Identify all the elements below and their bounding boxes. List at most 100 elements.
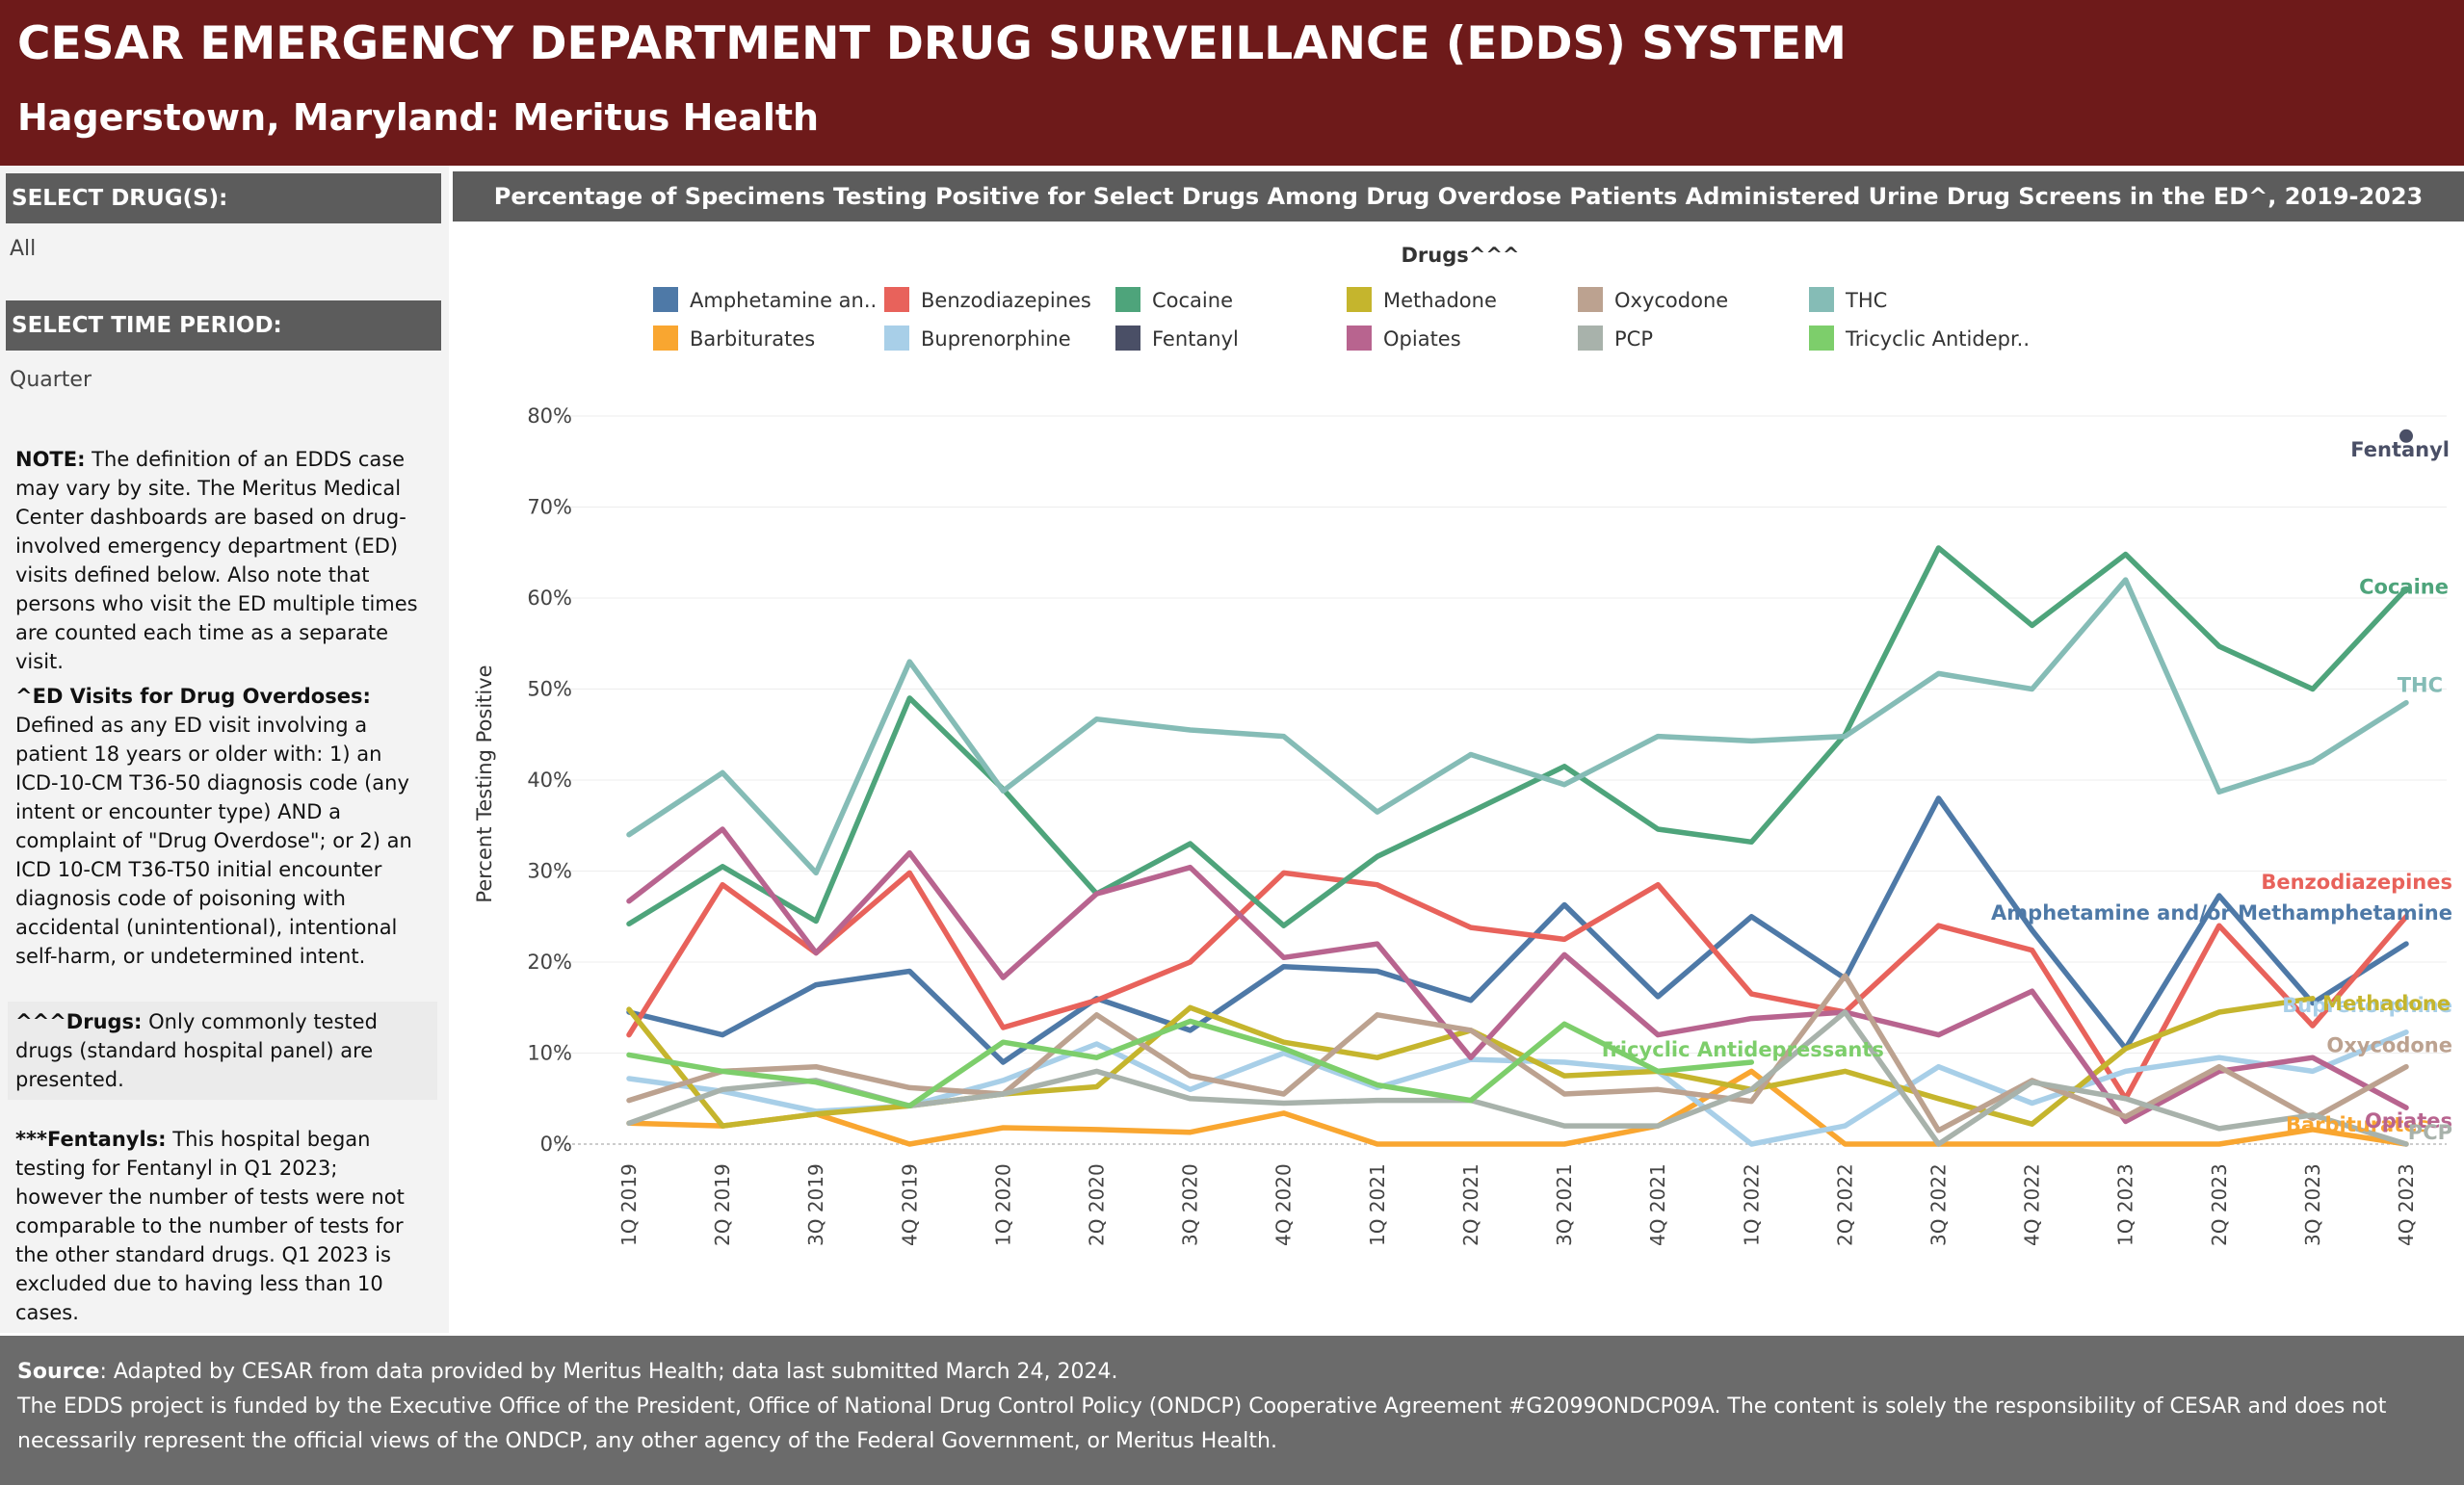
series-line	[626, 795, 2409, 1065]
series-end-label: PCP	[2408, 1121, 2452, 1144]
series-line	[626, 577, 2409, 876]
x-tick-label: 3Q 2019	[804, 1163, 827, 1246]
legend-item[interactable]: Benzodiazepines	[884, 287, 1091, 312]
x-tick-label: 3Q 2022	[1927, 1163, 1950, 1246]
line-chart: Drugs^^^ Amphetamine an.. Barbiturates Ben…	[473, 244, 2452, 1246]
legend-item[interactable]: THC	[1809, 287, 1887, 312]
note-ed-visits-label: ^ED Visits for Drug Overdoses:	[15, 685, 371, 708]
legend-label: THC	[1845, 289, 1887, 312]
legend-swatch	[1578, 326, 1603, 351]
series-end-label: Cocaine	[2359, 576, 2449, 599]
x-tick-label: 4Q 2022	[2021, 1163, 2044, 1246]
legend-item[interactable]: Methadone	[1347, 287, 1497, 312]
x-tick-label: 2Q 2021	[1459, 1163, 1482, 1246]
x-tick-label: 1Q 2021	[1366, 1163, 1389, 1246]
chart-title: Percentage of Specimens Testing Positive…	[453, 171, 2464, 221]
legend-label: Barbiturates	[690, 327, 815, 351]
dashboard-header: CESAR EMERGENCY DEPARTMENT DRUG SURVEILL…	[0, 0, 2464, 166]
y-tick-label: 60%	[527, 586, 572, 610]
series-line	[626, 1068, 2409, 1147]
y-tick-label: 40%	[527, 769, 572, 792]
x-tick-label: 4Q 2021	[1646, 1163, 1669, 1246]
x-tick-label: 3Q 2021	[1553, 1163, 1576, 1246]
legend-swatch	[884, 287, 909, 312]
legend-item[interactable]: Fentanyl	[1115, 326, 1239, 351]
drug-filter-label: SELECT DRUG(S):	[6, 173, 441, 223]
note-definition-label: NOTE:	[15, 448, 86, 471]
x-tick-label: 4Q 2020	[1272, 1163, 1296, 1246]
y-tick-label: 80%	[527, 404, 572, 428]
legend-swatch	[1809, 326, 1834, 351]
legend-swatch	[1347, 287, 1372, 312]
series-end-label: Barbiturates	[2286, 1113, 2429, 1136]
x-axis: 1Q 2019 2Q 2019 3Q 2019 4Q 2019 1Q 2020 2Q 20…	[617, 1163, 2418, 1246]
x-tick-label: 4Q 2019	[898, 1163, 921, 1246]
footer-source-text: : Adapted by CESAR from data provided by…	[99, 1360, 1118, 1384]
legend-swatch	[653, 287, 678, 312]
chart-legend: Drugs^^^ Amphetamine an.. Barbiturates Ben…	[653, 244, 2030, 351]
note-drugs-label: ^^^Drugs:	[15, 1010, 143, 1033]
legend-item[interactable]: Tricyclic Antidepr..	[1809, 326, 2030, 351]
series-end-label: Buprenorphine	[2282, 994, 2452, 1017]
legend-item[interactable]: Oxycodone	[1578, 287, 1728, 312]
legend-label: Tricyclic Antidepr..	[1845, 327, 2030, 351]
chart-end-labels: Amphetamine and/or Methamphetamine Barbit…	[1599, 438, 2452, 1144]
note-fentanyl-text: This hospital began testing for Fentanyl…	[15, 1128, 405, 1324]
note-ed-visits: ^ED Visits for Drug Overdoses: Defined a…	[8, 676, 437, 977]
legend-item[interactable]: PCP	[1578, 326, 1653, 351]
footer: Source: Adapted by CESAR from data provi…	[0, 1336, 2464, 1485]
page-title: CESAR EMERGENCY DEPARTMENT DRUG SURVEILL…	[17, 17, 1847, 70]
series-line	[626, 1018, 1755, 1109]
x-tick-label: 2Q 2020	[1086, 1163, 1109, 1246]
series-line	[626, 1009, 2409, 1147]
drug-filter-select[interactable]: All	[10, 237, 37, 261]
x-tick-label: 3Q 2023	[2301, 1163, 2324, 1246]
note-fentanyl-label: ***Fentanyls:	[15, 1128, 167, 1151]
sidebar: SELECT DRUG(S): All SELECT TIME PERIOD: …	[0, 166, 449, 1333]
legend-item[interactable]: Buprenorphine	[884, 326, 1071, 351]
y-tick-label: 50%	[527, 678, 572, 701]
time-filter-select[interactable]: Quarter	[10, 368, 92, 392]
legend-label: Opiates	[1383, 327, 1461, 351]
y-tick-label: 70%	[527, 496, 572, 519]
series-point	[2399, 429, 2413, 443]
series-line	[626, 826, 2409, 1125]
x-tick-label: 1Q 2019	[617, 1163, 641, 1246]
note-drugs: ^^^Drugs: Only commonly tested drugs (st…	[8, 1002, 437, 1100]
x-tick-label: 3Q 2020	[1179, 1163, 1202, 1246]
y-tick-label: 30%	[527, 860, 572, 883]
x-tick-label: 1Q 2022	[1740, 1163, 1763, 1246]
legend-swatch	[1809, 287, 1834, 312]
x-tick-label: 4Q 2023	[2395, 1163, 2418, 1246]
x-tick-label: 2Q 2023	[2208, 1163, 2231, 1246]
chart-lines	[626, 429, 2413, 1147]
series-end-label: Fentanyl	[2350, 438, 2450, 461]
legend-label: PCP	[1614, 327, 1653, 351]
legend-label: Methadone	[1383, 289, 1497, 312]
series-line	[626, 545, 2409, 928]
note-definition: NOTE: The definition of an EDDS case may…	[8, 439, 437, 682]
x-tick-label: 1Q 2023	[2114, 1163, 2137, 1246]
legend-item[interactable]: Barbiturates	[653, 326, 815, 351]
legend-label: Fentanyl	[1152, 327, 1239, 351]
x-tick-label: 1Q 2020	[991, 1163, 1014, 1246]
y-tick-label: 20%	[527, 951, 572, 974]
note-drugs-text: Only commonly tested drugs (standard hos…	[15, 1010, 378, 1091]
legend-label: Amphetamine an..	[690, 289, 877, 312]
legend-swatch	[1115, 287, 1140, 312]
legend-label: Buprenorphine	[921, 327, 1071, 351]
legend-label: Benzodiazepines	[921, 289, 1091, 312]
legend-item[interactable]: Amphetamine an..	[653, 287, 877, 312]
series-end-label: Oxycodone	[2326, 1034, 2452, 1057]
series-line	[626, 1029, 2409, 1147]
legend-item[interactable]: Opiates	[1347, 326, 1461, 351]
legend-swatch	[884, 326, 909, 351]
legend-item[interactable]: Cocaine	[1115, 287, 1233, 312]
series-end-label: Opiates	[2365, 1109, 2452, 1133]
series-end-label: THC	[2398, 674, 2443, 697]
page-subtitle: Hagerstown, Maryland: Meritus Health	[17, 96, 820, 139]
y-tick-label: 10%	[527, 1042, 572, 1065]
legend-title: Drugs^^^	[1401, 244, 1519, 267]
legend-label: Oxycodone	[1614, 289, 1728, 312]
footer-source: Source: Adapted by CESAR from data provi…	[17, 1355, 2447, 1390]
